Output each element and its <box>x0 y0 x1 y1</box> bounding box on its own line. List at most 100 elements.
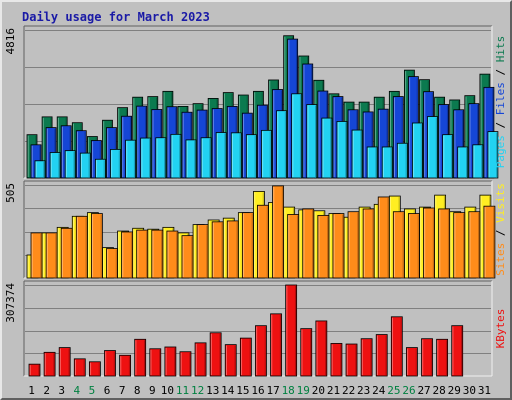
bar-kbytes-5 <box>88 361 101 377</box>
legend-part: / <box>494 62 507 82</box>
bar-body <box>226 220 239 279</box>
x-tick-label: 10 <box>161 384 174 397</box>
x-tick-label: 6 <box>104 384 111 397</box>
bar-body <box>106 248 118 279</box>
bar-body <box>285 284 298 377</box>
bar-body <box>483 205 496 279</box>
bar-sites-25 <box>392 211 405 279</box>
bar-body <box>88 361 101 377</box>
bar-body <box>245 134 257 179</box>
bar-pages-21 <box>336 121 348 179</box>
bar-sites-31 <box>483 205 496 279</box>
bar-body <box>64 150 76 179</box>
bar-body <box>60 227 73 279</box>
x-tick-label: 24 <box>372 384 386 397</box>
bar-kbytes-26 <box>406 347 418 377</box>
bar-kbytes-13 <box>209 332 222 377</box>
legend-kbytes: KBytes <box>494 309 507 349</box>
bar-body <box>442 134 454 179</box>
x-tick-label: 5 <box>89 384 96 397</box>
bar-kbytes-12 <box>194 342 207 377</box>
bar-body <box>149 348 162 377</box>
max-label-kbytes: 307374 <box>4 283 17 323</box>
bar-kbytes-14 <box>224 344 237 377</box>
bar-body <box>230 132 242 179</box>
bar-kbytes-22 <box>345 343 358 377</box>
bar-body <box>104 350 116 377</box>
x-tick-label: 28 <box>433 384 446 397</box>
x-tick-label: 25 <box>387 384 400 397</box>
bar-body <box>412 122 423 179</box>
x-tick-label: 8 <box>134 384 141 397</box>
panel-requests: 4816 Pages / Files / Hits <box>4 25 507 179</box>
x-tick-label: 23 <box>357 384 370 397</box>
bar-pages-26 <box>412 122 423 179</box>
x-tick-label: 20 <box>312 384 325 397</box>
bar-pages-27 <box>427 116 438 179</box>
bar-body <box>487 131 499 179</box>
bar-sites-16 <box>257 204 269 279</box>
bar-pages-8 <box>140 137 152 179</box>
bar-sites-27 <box>423 207 435 279</box>
bar-kbytes-16 <box>255 325 267 377</box>
bar-kbytes-1 <box>28 363 41 377</box>
bar-kbytes-20 <box>315 320 328 377</box>
bar-body <box>392 211 405 279</box>
bar-kbytes-15 <box>239 337 252 377</box>
bar-body <box>179 351 192 377</box>
bar-body <box>94 158 106 179</box>
bar-kbytes-4 <box>73 358 86 377</box>
bar-sites-3 <box>60 227 73 279</box>
bar-body <box>257 204 269 279</box>
legend-part: Hits <box>494 36 507 63</box>
bar-body <box>360 338 373 377</box>
bar-pages-29 <box>457 146 469 179</box>
bar-sites-14 <box>226 220 239 279</box>
bar-body <box>423 207 435 279</box>
bar-kbytes-10 <box>164 346 177 377</box>
bar-body <box>270 313 282 377</box>
x-tick-label: 4 <box>74 384 81 397</box>
bar-pages-5 <box>94 158 106 179</box>
bar-body <box>200 137 212 179</box>
bar-body <box>209 332 222 377</box>
bar-kbytes-2 <box>43 351 56 377</box>
bar-sites-9 <box>151 229 164 279</box>
x-tick-label: 29 <box>448 384 461 397</box>
bar-pages-6 <box>110 149 121 179</box>
bar-kbytes-28 <box>436 338 449 377</box>
x-tick-label: 30 <box>463 384 476 397</box>
bar-pages-25 <box>396 142 408 179</box>
bar-body <box>194 342 207 377</box>
legend-requests: Pages / Files / Hits <box>494 36 507 169</box>
bar-body <box>351 129 363 179</box>
bar-body <box>224 344 237 377</box>
x-tick-label: 13 <box>206 384 219 397</box>
bar-body <box>276 110 287 179</box>
bar-body <box>181 235 194 279</box>
bar-pages-20 <box>321 117 333 179</box>
bar-body <box>302 208 315 279</box>
bar-kbytes-25 <box>390 316 403 377</box>
bar-sites-6 <box>106 248 118 279</box>
x-tick-label: 12 <box>191 384 204 397</box>
bar-pages-1 <box>34 160 46 179</box>
x-tick-label: 18 <box>282 384 295 397</box>
bar-body <box>381 146 393 179</box>
legend-part: / <box>494 223 507 243</box>
legend-part: Sites <box>494 243 507 276</box>
panel-visitors: 505 Sites / Visits <box>4 180 507 279</box>
x-tick-label: 7 <box>119 384 126 397</box>
bar-sites-28 <box>438 208 451 279</box>
bar-sites-21 <box>332 213 345 279</box>
x-tick-label: 16 <box>251 384 264 397</box>
bar-body <box>377 196 390 279</box>
legend-part: Visits <box>494 183 507 223</box>
bar-body <box>196 224 209 279</box>
bar-pages-19 <box>306 104 318 179</box>
bar-kbytes-17 <box>270 313 282 377</box>
bar-sites-4 <box>75 215 88 279</box>
bar-body <box>28 363 41 377</box>
bar-body <box>421 338 433 377</box>
